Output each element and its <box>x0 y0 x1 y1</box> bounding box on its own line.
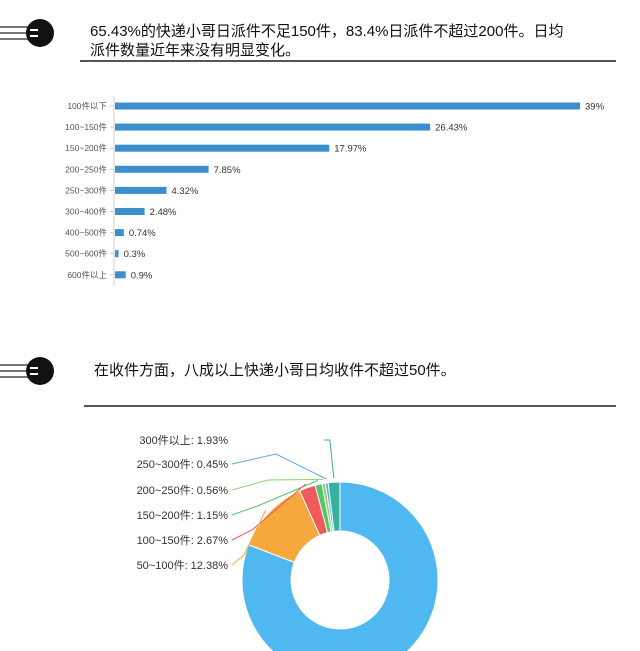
bar-value-label: 39% <box>585 102 605 113</box>
pickup-donut-chart: 300件以上: 1.93% 250~300件: 0.45% 200~250件: 0.… <box>137 434 439 651</box>
bar-value-label: 7.85% <box>214 165 241 176</box>
section1-headline: 65.43%的快递小哥日派件不足150件，83.4%日派件不超过200件。日均 … <box>90 22 620 60</box>
donut-leader-line <box>231 480 318 516</box>
donut-label: 300件以上: 1.93% <box>139 434 228 447</box>
section2-headline: 在收件方面，八成以上快递小哥日均收件不超过50件。 <box>94 362 456 379</box>
bar-category-label: 400~500件 <box>65 228 107 238</box>
bar-category-label: 200~250件 <box>65 164 107 174</box>
donut-leader-line <box>231 453 327 480</box>
bar-value-label: 26.43% <box>435 123 468 134</box>
donut-leader-line <box>231 509 267 566</box>
section1-decoration <box>0 18 60 48</box>
donut-slice <box>327 481 341 532</box>
bar-category-label: 600件以上 <box>67 270 107 280</box>
donut-label: 150~200件: 1.15% <box>137 509 229 522</box>
bar <box>115 271 126 279</box>
bar-value-label: 17.97% <box>334 144 367 155</box>
donut-leader-line <box>231 478 324 491</box>
bar-value-label: 0.3% <box>124 249 146 260</box>
section1-rule <box>80 60 616 62</box>
donut-slice <box>241 481 439 651</box>
bar <box>115 165 209 173</box>
bar <box>115 102 580 110</box>
bar-value-label: 4.32% <box>172 186 199 197</box>
bar <box>115 186 167 194</box>
donut-label: 250~300件: 0.45% <box>137 458 229 471</box>
donut-label: 100~150件: 2.67% <box>137 534 229 547</box>
donut-leader-line <box>231 483 307 541</box>
bar <box>115 208 145 215</box>
section2-decoration <box>0 356 60 386</box>
section1-headline-line1: 65.43%的快递小哥日派件不足150件，83.4%日派件不超过200件。日均 <box>90 23 564 40</box>
bar-value-label: 0.9% <box>131 270 153 281</box>
bar-category-label: 100件以下 <box>67 101 107 111</box>
bar-category-label: 150~200件 <box>65 143 107 153</box>
bar-category-label: 100~150件 <box>65 122 107 132</box>
bar-category-label: 250~300件 <box>65 185 107 195</box>
bar-category-label: 300~400件 <box>65 207 107 217</box>
bar-category-label: 500~600件 <box>65 249 107 259</box>
bar-value-label: 0.74% <box>129 228 156 239</box>
section1-headline-line2: 派件数量近年来没有明显变化。 <box>90 42 301 59</box>
bar-value-label: 2.48% <box>150 207 177 218</box>
donut-label: 50~100件: 12.38% <box>137 559 229 572</box>
bar <box>115 250 119 258</box>
donut-label: 200~250件: 0.56% <box>137 484 229 497</box>
bar <box>115 229 124 237</box>
donut-leader-line <box>323 439 335 479</box>
section2-rule <box>84 405 616 407</box>
bar <box>115 144 330 152</box>
delivery-bar-chart: 100件以下 39% 100~150件 26.43% 150~200件 17.97% 200… <box>65 96 605 286</box>
bar <box>115 123 431 131</box>
